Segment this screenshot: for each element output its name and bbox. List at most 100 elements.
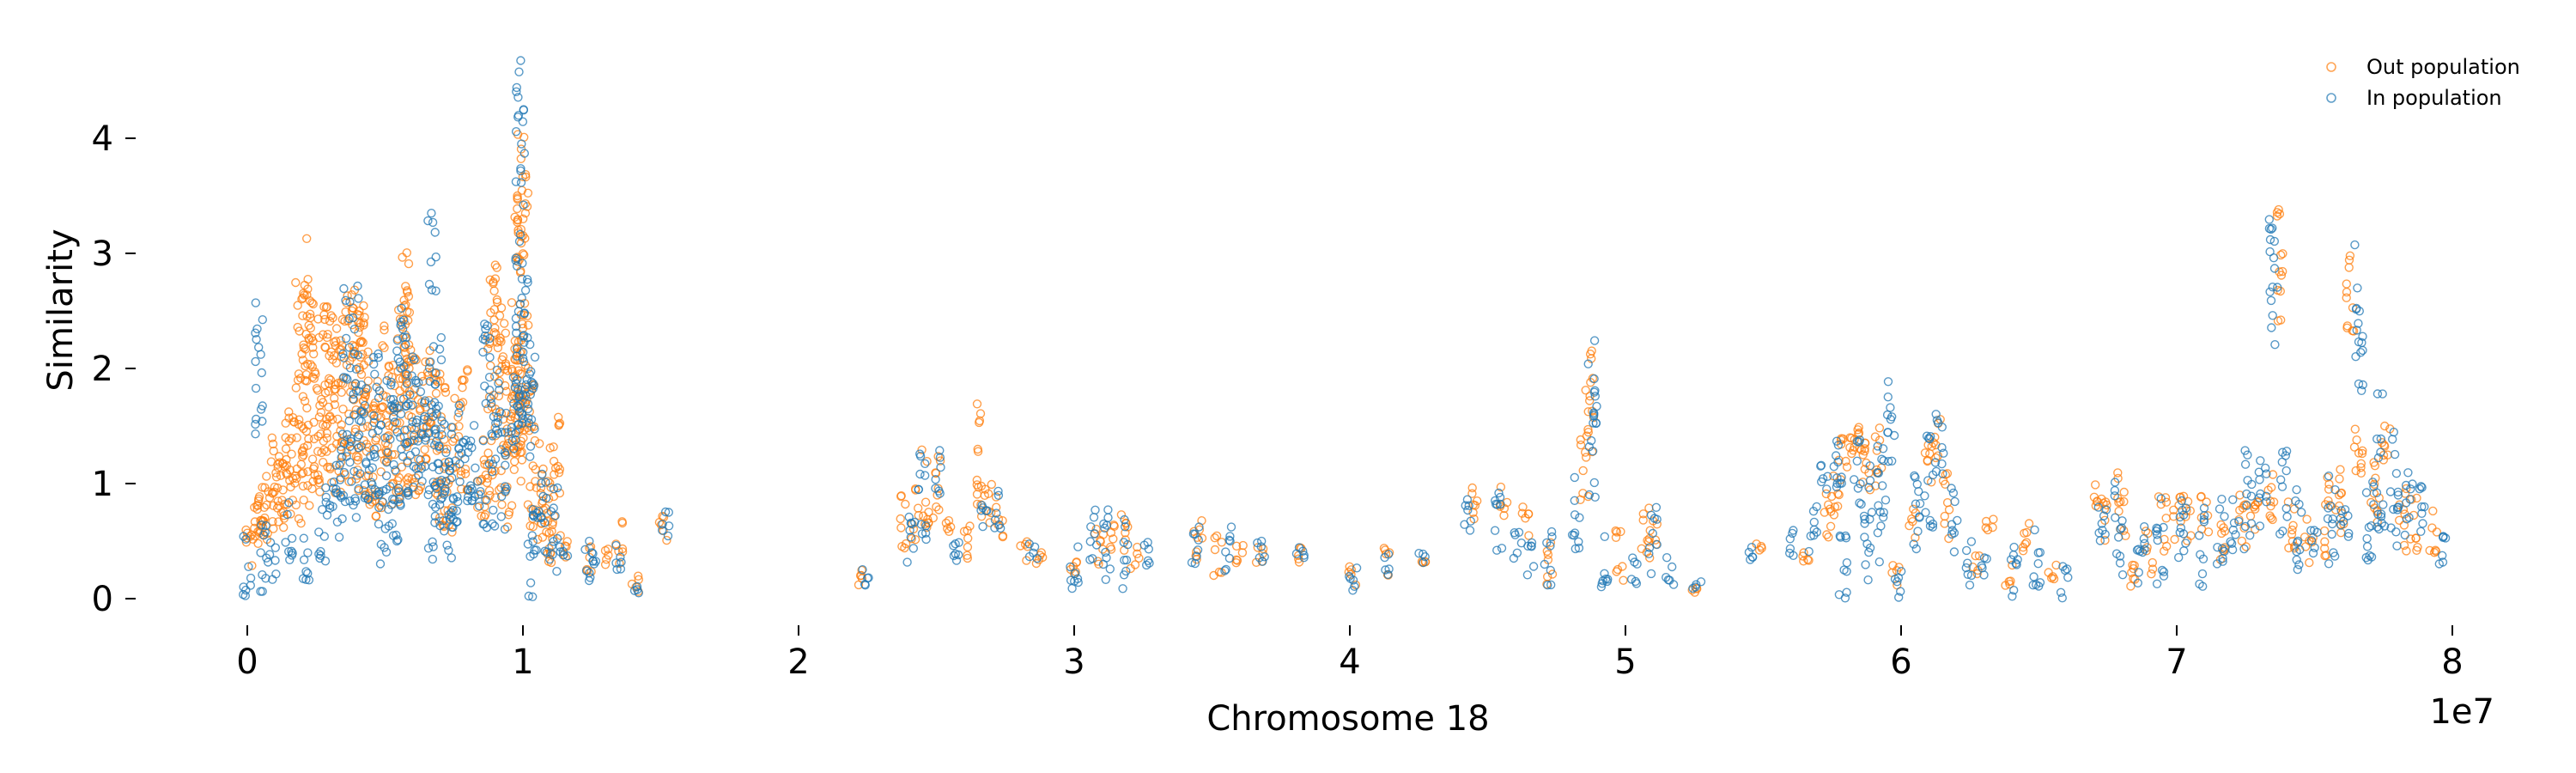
- data-point: [431, 436, 441, 447]
- data-point: [1496, 482, 1506, 492]
- data-point: [2373, 509, 2383, 519]
- data-point: [1799, 548, 1808, 557]
- data-points-layer: [239, 56, 2451, 603]
- data-point: [356, 417, 366, 426]
- data-point: [349, 500, 358, 510]
- data-point: [402, 369, 411, 379]
- data-point: [2281, 466, 2291, 476]
- data-point: [1988, 522, 1997, 533]
- data-point: [1570, 496, 1580, 505]
- data-point: [2340, 505, 2350, 514]
- data-point: [322, 414, 331, 424]
- data-point: [554, 421, 563, 430]
- data-point: [328, 415, 337, 424]
- data-point: [2160, 493, 2171, 502]
- data-point: [1966, 537, 1977, 546]
- data-point: [1757, 544, 1766, 553]
- data-point: [2056, 587, 2066, 597]
- data-point: [2416, 526, 2426, 536]
- data-point: [319, 458, 328, 467]
- data-point: [2439, 532, 2448, 541]
- data-point: [1581, 453, 1591, 462]
- data-point: [1860, 514, 1869, 524]
- data-point: [501, 408, 511, 418]
- data-point: [2255, 475, 2264, 484]
- data-point: [250, 523, 259, 533]
- data-point: [453, 496, 463, 507]
- data-point: [1091, 524, 1101, 534]
- data-point: [513, 384, 523, 394]
- data-point: [1982, 554, 1991, 563]
- data-point: [408, 352, 417, 362]
- data-point: [284, 436, 294, 446]
- data-point: [2265, 247, 2275, 257]
- data-point: [2440, 533, 2451, 543]
- data-point: [346, 436, 356, 447]
- data-point: [1983, 525, 1993, 535]
- data-point: [436, 355, 447, 365]
- data-point: [1225, 536, 1235, 546]
- data-point: [315, 401, 325, 411]
- data-point: [585, 568, 594, 578]
- data-point: [246, 573, 256, 583]
- data-point: [1925, 449, 1935, 459]
- data-point: [426, 257, 436, 267]
- data-point: [2379, 450, 2389, 460]
- data-point: [550, 470, 559, 479]
- data-point: [513, 307, 524, 316]
- data-point: [2114, 497, 2123, 508]
- data-point: [2372, 389, 2383, 399]
- data-point: [511, 321, 521, 332]
- data-point: [1123, 522, 1133, 532]
- data-point: [1877, 481, 1887, 490]
- data-point: [2411, 533, 2421, 543]
- data-point: [395, 494, 404, 504]
- data-point: [2284, 543, 2293, 553]
- data-point: [361, 439, 372, 449]
- data-point: [2245, 511, 2256, 520]
- data-point: [356, 337, 367, 346]
- data-point: [904, 512, 914, 522]
- data-point: [474, 490, 483, 499]
- data-point: [430, 425, 440, 435]
- data-point: [949, 541, 958, 551]
- data-point: [1540, 559, 1550, 569]
- data-point: [1754, 545, 1765, 555]
- data-point: [1947, 526, 1958, 535]
- x-axis-label: Chromosome 18: [1206, 699, 1489, 739]
- data-point: [1930, 458, 1941, 467]
- data-point: [460, 465, 471, 474]
- data-point: [2242, 489, 2251, 499]
- data-point: [355, 338, 365, 348]
- data-point: [933, 452, 943, 461]
- data-point: [2292, 485, 2301, 495]
- data-point: [298, 446, 307, 455]
- data-point: [604, 551, 613, 560]
- data-point: [2342, 323, 2352, 332]
- data-point: [1833, 489, 1843, 498]
- data-point: [1971, 551, 1980, 561]
- data-point: [356, 369, 367, 380]
- data-point: [993, 486, 1003, 496]
- data-point: [2113, 468, 2123, 478]
- data-point: [986, 508, 996, 518]
- data-point: [1467, 483, 1477, 493]
- data-point: [239, 532, 248, 541]
- data-point: [293, 322, 302, 332]
- data-point: [2417, 483, 2427, 492]
- data-point: [994, 520, 1005, 530]
- data-point: [2352, 435, 2361, 445]
- data-point: [378, 402, 387, 412]
- data-point: [313, 386, 323, 395]
- data-point: [458, 383, 467, 393]
- data-point: [497, 428, 507, 437]
- data-point: [1468, 508, 1478, 517]
- data-point: [431, 286, 440, 295]
- data-point: [2269, 236, 2280, 247]
- data-point: [2114, 507, 2123, 516]
- data-point: [344, 416, 354, 426]
- data-point: [386, 500, 397, 509]
- data-point: [303, 548, 313, 557]
- data-point: [1812, 502, 1821, 512]
- data-point: [1570, 528, 1580, 538]
